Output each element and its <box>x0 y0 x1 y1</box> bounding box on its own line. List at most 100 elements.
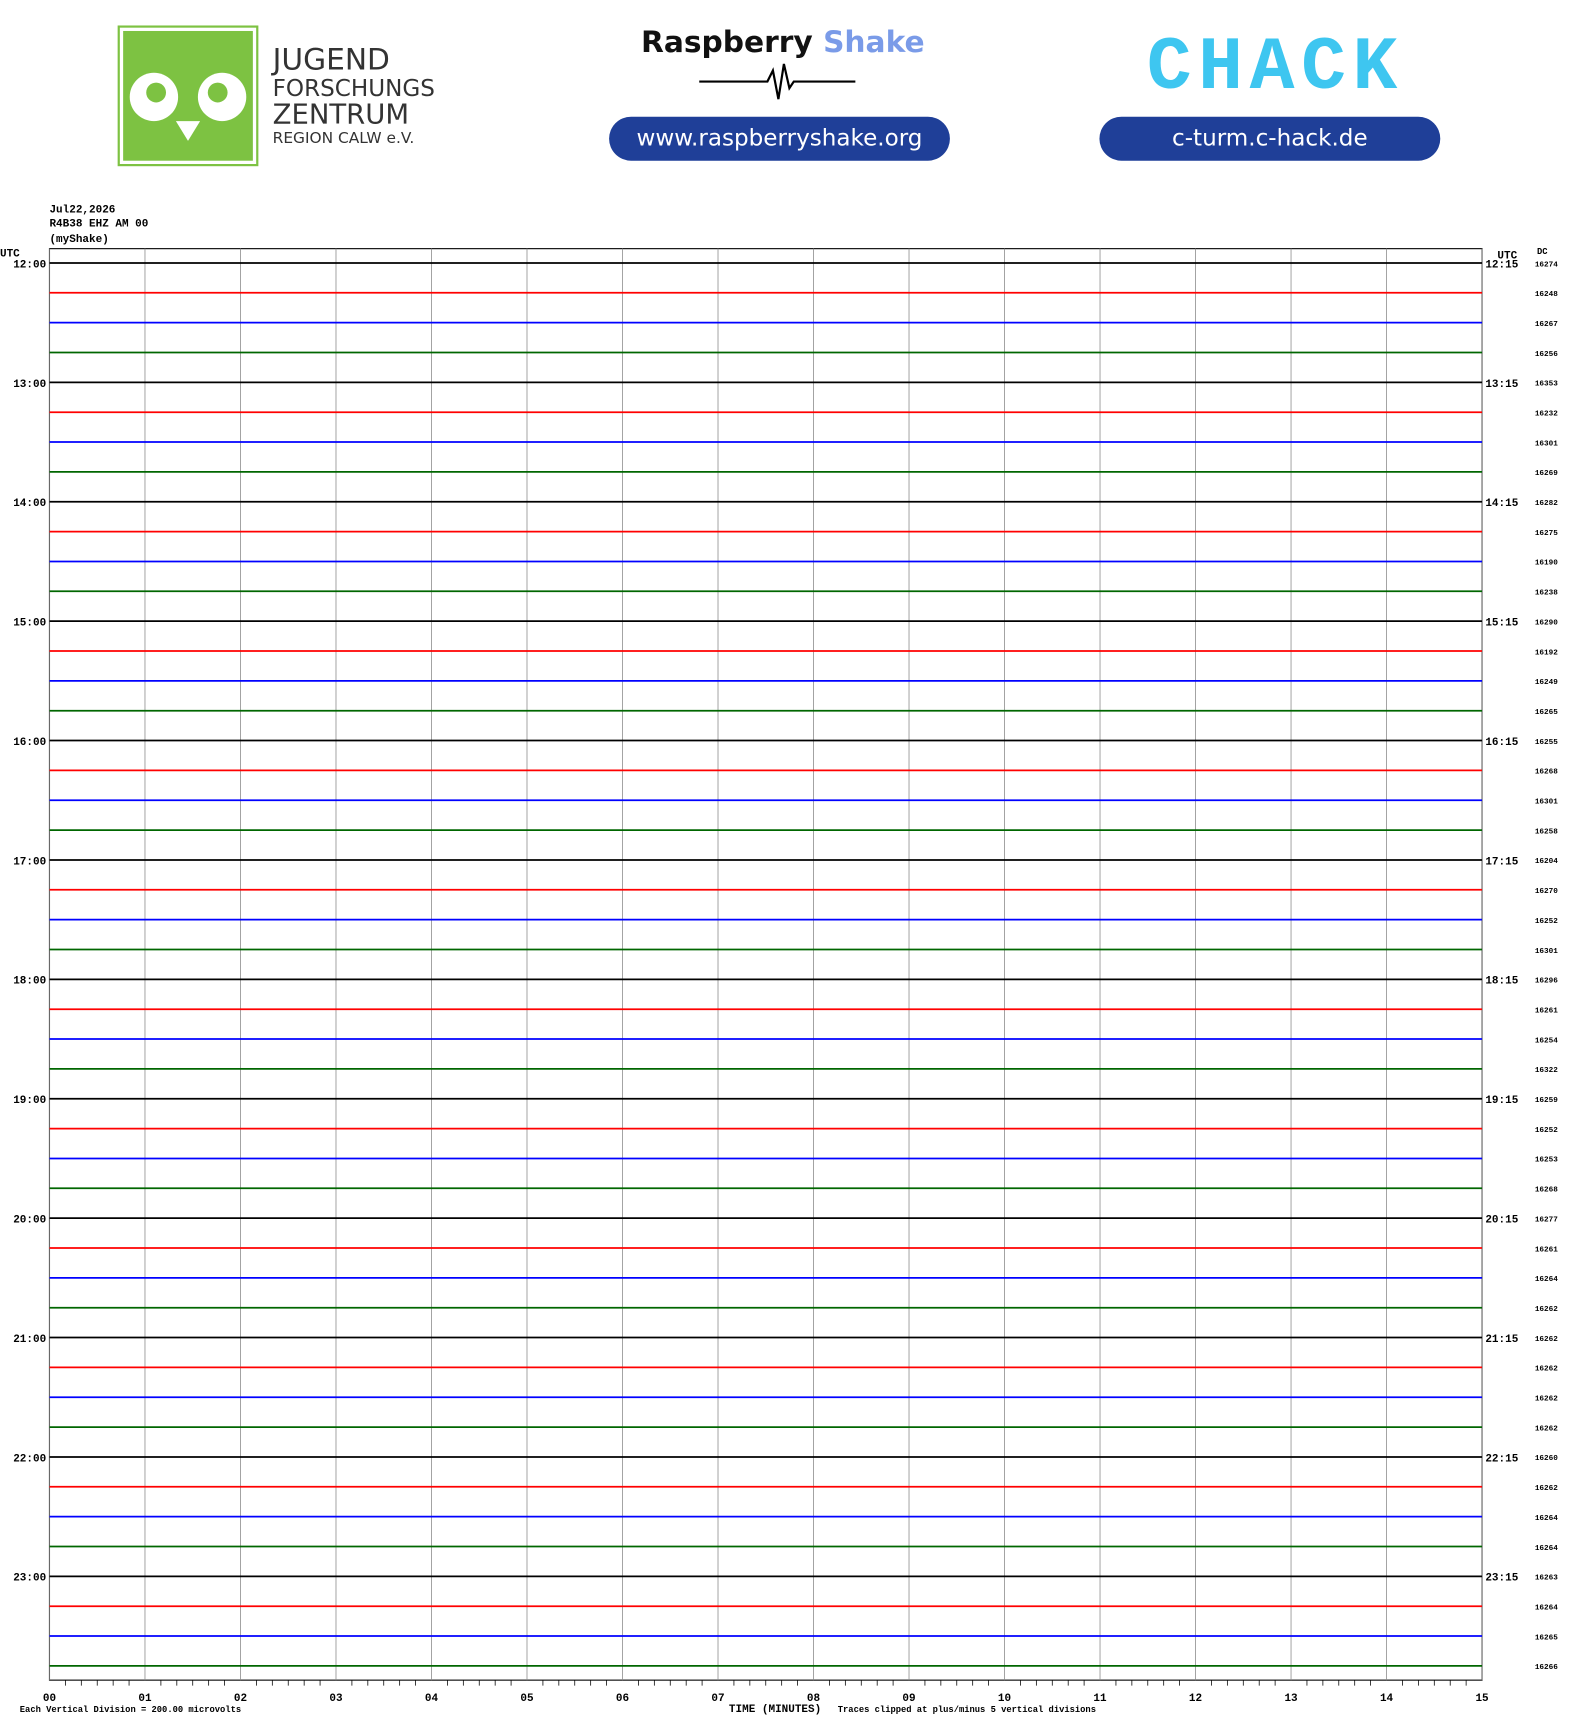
right-axis-label: UTC <box>1497 251 1517 263</box>
right-time: 19:15 <box>1485 1095 1518 1107</box>
left-time: 19:00 <box>13 1095 46 1107</box>
dc-value: 16190 <box>1535 560 1558 568</box>
dc-value: 16192 <box>1535 649 1558 657</box>
url-pill <box>609 116 950 161</box>
dc-value: 16262 <box>1535 1306 1558 1314</box>
dc-value: 16252 <box>1535 1127 1558 1135</box>
dc-value: 16232 <box>1535 411 1558 419</box>
right-time: 16:15 <box>1485 737 1518 749</box>
left-time: 18:00 <box>13 976 46 988</box>
x-tick-label: 02 <box>234 1693 247 1705</box>
dc-value: 16204 <box>1535 858 1558 866</box>
dc-value: 16264 <box>1535 1604 1558 1612</box>
x-tick-label: 03 <box>329 1693 343 1705</box>
plot-frame <box>48 248 1483 1681</box>
chack-url: c-turm.c-hack.de <box>1172 125 1368 151</box>
url-pill <box>1099 116 1441 161</box>
dc-value: 16258 <box>1535 828 1558 836</box>
dc-value: 16248 <box>1535 291 1558 299</box>
dc-value: 16261 <box>1535 1246 1558 1254</box>
dc-value: 16262 <box>1535 1366 1558 1374</box>
x-tick-label: 12 <box>1189 1693 1202 1705</box>
right-time: 12:15 <box>1485 259 1518 271</box>
x-tick-label: 10 <box>998 1693 1011 1705</box>
dc-value: 16238 <box>1535 590 1558 598</box>
x-tick-label: 15 <box>1475 1693 1489 1705</box>
right-time: 21:15 <box>1485 1334 1518 1346</box>
left-axis-label: UTC <box>0 248 20 260</box>
left-time: 22:00 <box>13 1453 46 1465</box>
right-time: 22:15 <box>1485 1453 1518 1465</box>
left-time: 20:00 <box>13 1215 46 1227</box>
dc-value: 16282 <box>1535 500 1558 508</box>
brand-first: Raspberry <box>641 24 813 59</box>
dc-value: 16290 <box>1535 619 1558 627</box>
dc-value: 16254 <box>1535 1037 1558 1045</box>
left-time: 13:00 <box>13 379 46 391</box>
dc-value: 16322 <box>1535 1067 1558 1075</box>
dc-value: 16262 <box>1535 1336 1558 1344</box>
x-tick-label: 14 <box>1380 1693 1394 1705</box>
x-tick-label: 05 <box>520 1693 534 1705</box>
right-time: 13:15 <box>1485 379 1518 391</box>
right-time: 17:15 <box>1485 856 1518 868</box>
dc-value: 16267 <box>1535 321 1558 329</box>
left-time: 17:00 <box>13 856 46 868</box>
x-tick-label: 08 <box>807 1693 820 1705</box>
dc-value: 16353 <box>1535 381 1558 389</box>
x-tick-label: 13 <box>1284 1693 1298 1705</box>
dc-label: DC <box>1537 247 1548 257</box>
x-tick-label: 09 <box>902 1693 915 1705</box>
dc-value: 16256 <box>1535 351 1558 359</box>
x-tick-label: 04 <box>425 1693 439 1705</box>
logo-text: ZENTRUM <box>273 98 409 130</box>
dc-value: 16301 <box>1535 799 1558 807</box>
dc-value: 16264 <box>1535 1515 1558 1523</box>
station: R4B38 EHZ AM 00 <box>49 219 148 231</box>
dc-value: 16268 <box>1535 1187 1558 1195</box>
x-label: TIME (MINUTES) <box>729 1704 821 1716</box>
right-time: 23:15 <box>1485 1573 1518 1585</box>
dc-value: 16261 <box>1535 1008 1558 1016</box>
dc-value: 16270 <box>1535 888 1558 896</box>
right-time: 20:15 <box>1485 1215 1518 1227</box>
left-time: 14:00 <box>13 498 46 510</box>
dc-value: 16255 <box>1535 739 1558 747</box>
date: Jul22,2026 <box>49 204 115 216</box>
clip-note: Traces clipped at plus/minus 5 vertical … <box>838 1705 1096 1715</box>
dc-value: 16253 <box>1535 1157 1558 1165</box>
dc-value: 16262 <box>1535 1485 1558 1493</box>
dc-value: 16249 <box>1535 679 1558 687</box>
left-time: 15:00 <box>13 618 46 630</box>
dc-value: 16265 <box>1535 1634 1558 1642</box>
dc-value: 16275 <box>1535 530 1558 538</box>
x-tick-label: 06 <box>616 1693 629 1705</box>
dc-value: 16262 <box>1535 1425 1558 1433</box>
right-time: 18:15 <box>1485 976 1518 988</box>
dc-value: 16266 <box>1535 1664 1558 1672</box>
dc-value: 16260 <box>1535 1455 1558 1463</box>
dc-value: 16268 <box>1535 769 1558 777</box>
dc-value: 16301 <box>1535 948 1558 956</box>
source: (myShake) <box>49 234 108 246</box>
left-time: 12:00 <box>13 259 46 271</box>
dc-value: 16264 <box>1535 1276 1558 1284</box>
left-time: 23:00 <box>13 1573 46 1585</box>
owl-logo <box>117 25 259 167</box>
dc-value: 16277 <box>1535 1216 1558 1224</box>
dc-value: 16264 <box>1535 1545 1558 1553</box>
scale-note: Each Vertical Division = 200.00 microvol… <box>20 1705 241 1715</box>
brand: Raspberry Shake <box>641 24 925 59</box>
dc-value: 16263 <box>1535 1575 1558 1583</box>
dc-value: 16259 <box>1535 1097 1558 1105</box>
dc-value: 16265 <box>1535 709 1558 717</box>
chack-logo: CHACK <box>1147 27 1404 111</box>
dc-value: 16269 <box>1535 470 1558 478</box>
brand-url: www.raspberryshake.org <box>637 125 923 151</box>
logo-text: REGION CALW e.V. <box>273 129 415 147</box>
left-time: 16:00 <box>13 737 46 749</box>
x-tick-label: 01 <box>138 1693 152 1705</box>
x-tick-label: 00 <box>43 1693 56 1705</box>
